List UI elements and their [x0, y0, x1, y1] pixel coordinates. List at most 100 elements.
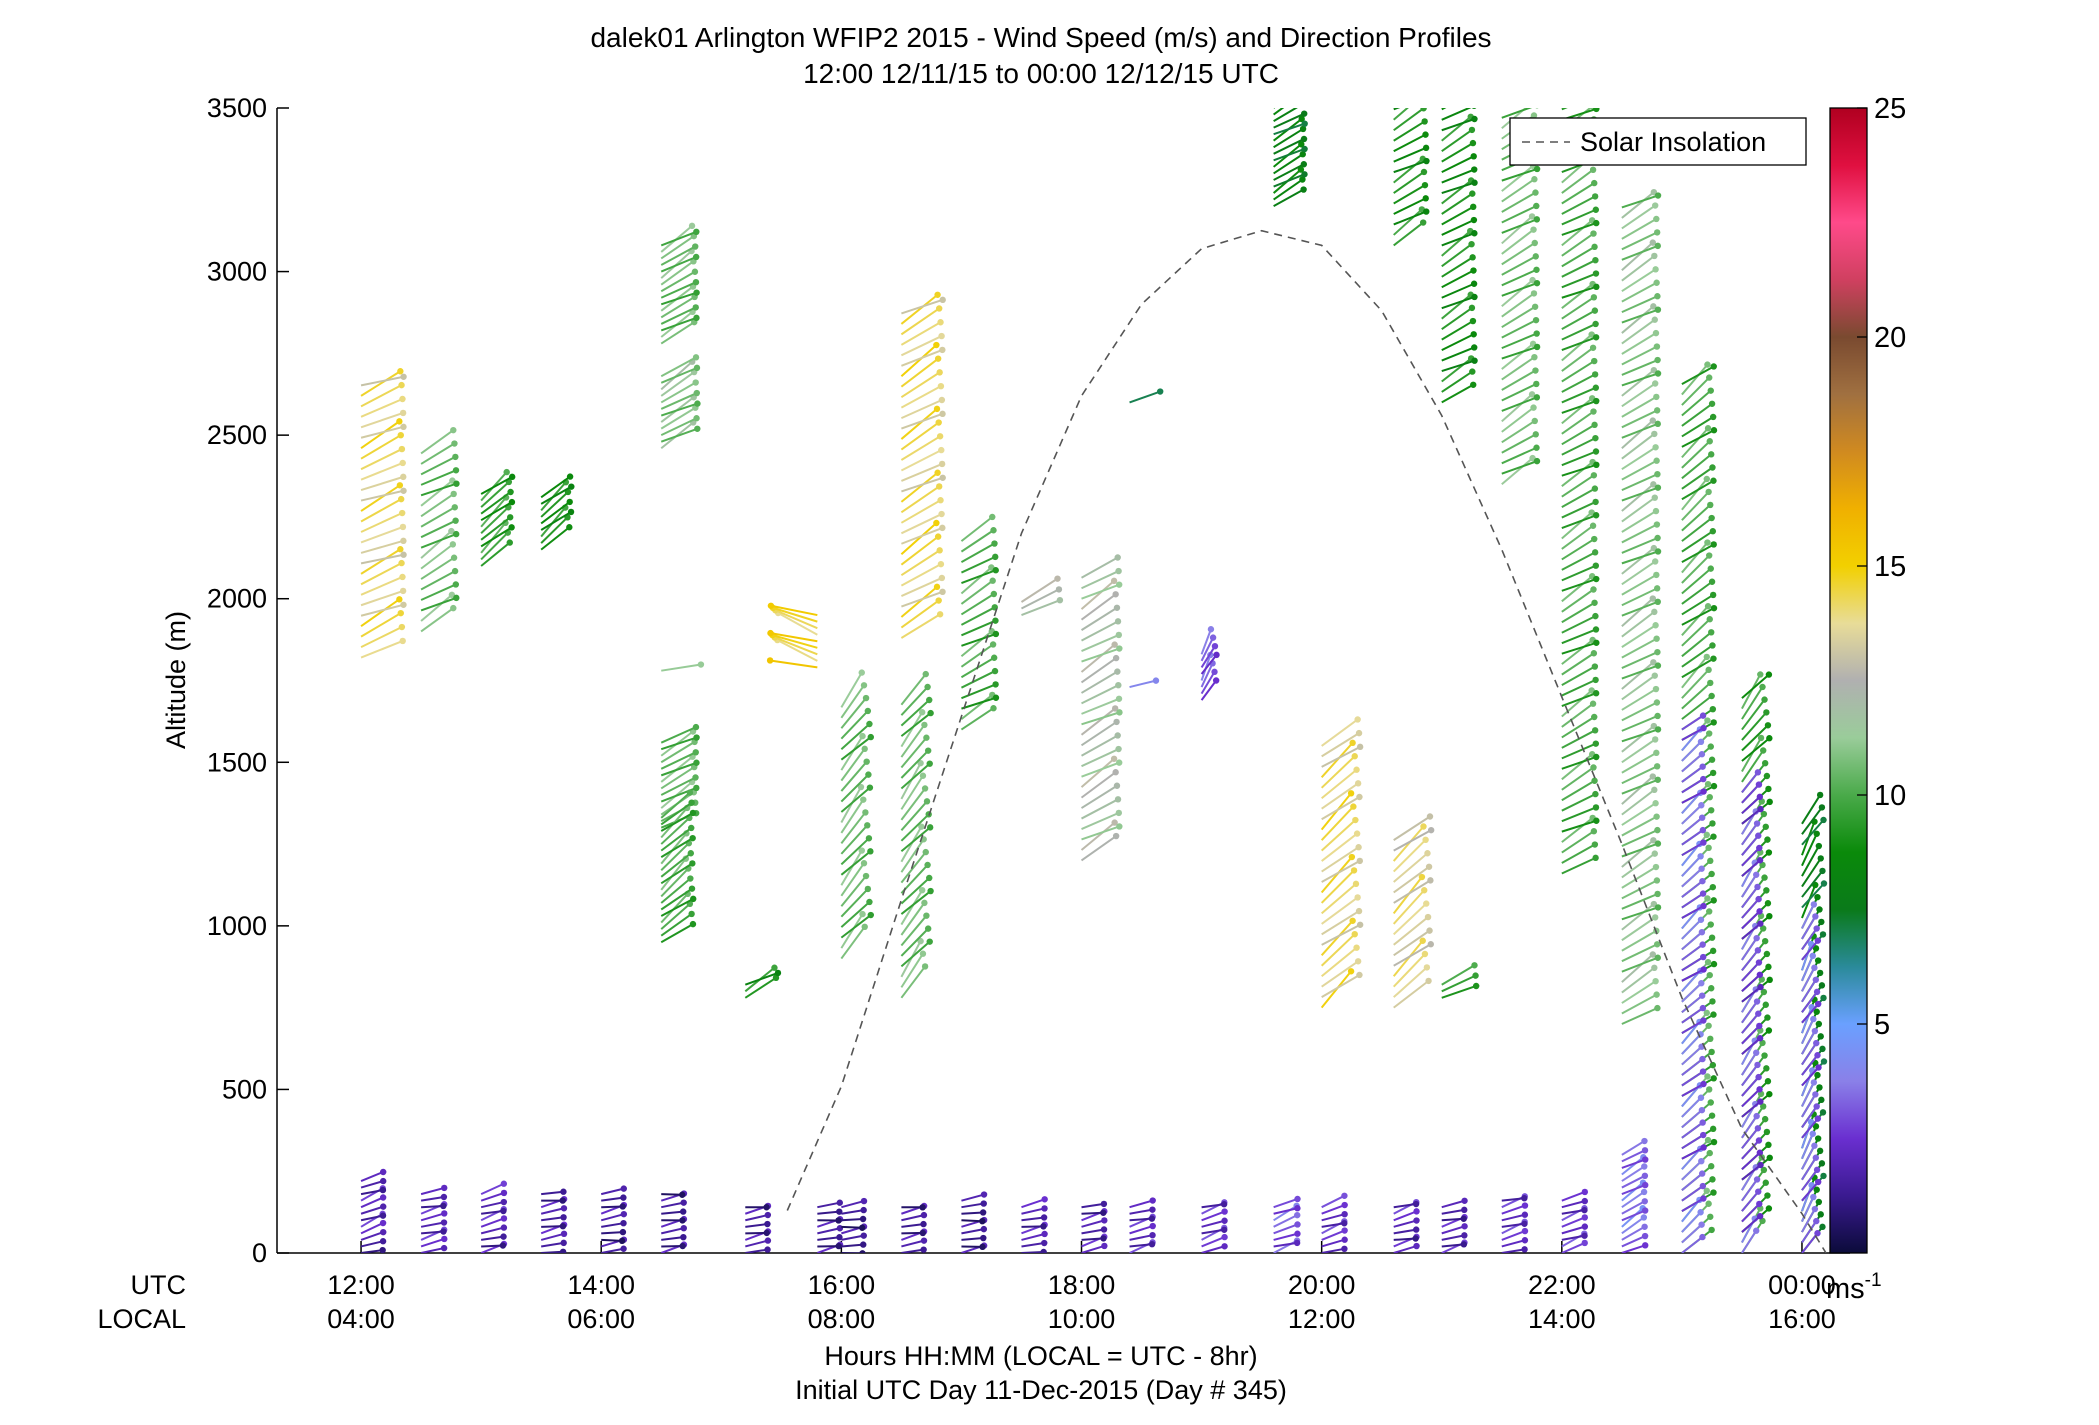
- wind-barb-head: [933, 519, 940, 527]
- wind-barb-shaft: [1321, 946, 1358, 978]
- wind-barb-shaft: [900, 927, 929, 957]
- wind-barb-shaft: [480, 541, 511, 567]
- wind-barb-head: [1707, 743, 1714, 750]
- wind-barb-shaft: [1501, 242, 1536, 266]
- wind-barb-shaft: [1621, 829, 1658, 847]
- wind-barb-head: [1811, 964, 1818, 971]
- wind-barb-shaft: [480, 1201, 505, 1209]
- wind-barb-head: [1699, 763, 1706, 770]
- wind-barb-head: [399, 587, 407, 595]
- wind-barb-shaft: [1081, 748, 1120, 768]
- wind-barb-shaft: [1080, 821, 1116, 851]
- wind-barb-shaft: [1681, 1083, 1704, 1097]
- wind-barb-head: [861, 923, 868, 931]
- wind-barb-shaft: [900, 307, 940, 336]
- wind-barb-head: [862, 872, 870, 880]
- wind-barb-head: [1766, 912, 1773, 920]
- wind-barb-head: [1301, 171, 1308, 178]
- wind-barb-head: [1698, 814, 1706, 821]
- wind-barb-head: [440, 1244, 448, 1252]
- wind-barb-shaft: [1501, 279, 1534, 308]
- wind-barb-head: [1756, 793, 1764, 801]
- wind-barb-head: [1341, 1210, 1348, 1218]
- wind-barb-head: [1709, 528, 1717, 535]
- wind-barb-shaft: [1621, 1184, 1646, 1196]
- wind-barb-head: [1759, 1039, 1766, 1047]
- wind-barb-shaft: [660, 817, 691, 845]
- wind-barb-shaft: [1501, 165, 1534, 192]
- wind-barb-shaft: [900, 513, 943, 535]
- wind-barb-head: [679, 1191, 686, 1198]
- wind-barb-shaft: [1621, 523, 1658, 544]
- wind-barb-head: [1468, 240, 1475, 248]
- wind-barb-shaft: [1200, 654, 1218, 675]
- wind-barb-shaft: [1621, 359, 1658, 376]
- wind-barb-shaft: [1801, 1232, 1819, 1253]
- wind-barb-shaft: [900, 890, 932, 915]
- wind-barb-shaft: [1681, 644, 1714, 668]
- wind-barb-head: [1765, 849, 1773, 856]
- wind-barb-shaft: [1561, 283, 1594, 309]
- wind-barb-shaft: [769, 659, 818, 669]
- wind-barb-shaft: [817, 1236, 840, 1241]
- wind-barb-shaft: [1393, 184, 1426, 205]
- wind-barb-head: [1422, 836, 1429, 844]
- wind-barb-shaft: [960, 643, 994, 668]
- wind-barb-head: [400, 537, 407, 545]
- wind-barb-head: [1293, 1239, 1301, 1247]
- wind-barb-shaft: [900, 813, 930, 842]
- y-tick-label: 3500: [207, 93, 267, 123]
- wind-barb-shaft: [1081, 647, 1120, 663]
- wind-barb-head: [507, 488, 514, 496]
- wind-barb-shaft: [1081, 1228, 1105, 1235]
- wind-barb-head: [508, 524, 515, 531]
- wind-barb-head: [860, 682, 868, 689]
- wind-barb-head: [1592, 512, 1600, 519]
- colorbar-tick-label: 10: [1874, 780, 1906, 812]
- wind-barb-head: [1112, 591, 1119, 598]
- wind-barb-shaft: [660, 897, 694, 917]
- wind-barb-head: [400, 473, 407, 481]
- wind-barb-shaft: [1080, 643, 1116, 673]
- wind-barb-shaft: [1681, 1097, 1702, 1118]
- wind-barb-shaft: [1621, 318, 1656, 345]
- wind-barb-head: [921, 721, 928, 729]
- wind-barb-head: [938, 396, 946, 404]
- wind-barb-head: [1220, 1201, 1228, 1208]
- wind-barb-shaft: [601, 1222, 624, 1228]
- wind-barb-shaft: [961, 1237, 984, 1241]
- wind-barb-head: [500, 1215, 508, 1222]
- wind-barb-head: [1593, 639, 1600, 646]
- wind-barb-head: [1704, 717, 1711, 724]
- wind-barb-shaft: [900, 851, 927, 884]
- wind-barb-shaft: [1393, 902, 1427, 936]
- wind-barb-head: [1651, 608, 1658, 616]
- wind-barb-shaft: [1080, 771, 1117, 799]
- wind-barb-shaft: [1561, 487, 1596, 508]
- wind-barb-head: [1810, 901, 1818, 908]
- wind-barb-shaft: [360, 475, 404, 492]
- wind-barb-head: [1707, 501, 1714, 509]
- wind-barb-shaft: [1741, 986, 1762, 1003]
- wind-barb-head: [1591, 371, 1599, 378]
- wind-barb-shaft: [1681, 1197, 1704, 1212]
- wind-barb-shaft: [420, 493, 455, 518]
- wind-barb-head: [933, 583, 941, 591]
- wind-barb-shaft: [660, 761, 697, 777]
- wind-barb-head: [1766, 976, 1773, 984]
- wind-barb-head: [1641, 1198, 1648, 1205]
- wind-barb-head: [1054, 575, 1061, 582]
- x-tick-label-local: 16:00: [1768, 1304, 1836, 1334]
- wind-barb-shaft: [420, 607, 454, 633]
- wind-barb-head: [992, 567, 999, 574]
- wind-barb-shaft: [1441, 964, 1476, 986]
- wind-barb-shaft: [1393, 815, 1431, 841]
- wind-barb-shaft: [840, 672, 863, 708]
- wind-barb-head: [1763, 709, 1770, 716]
- wind-barb-shaft: [1681, 440, 1711, 469]
- wind-barb-head: [1710, 960, 1718, 968]
- wind-barb-head: [1699, 1068, 1707, 1075]
- wind-barb-head: [1710, 1138, 1718, 1146]
- wind-barb-head: [1591, 549, 1599, 556]
- wind-barb-shaft: [1393, 221, 1424, 247]
